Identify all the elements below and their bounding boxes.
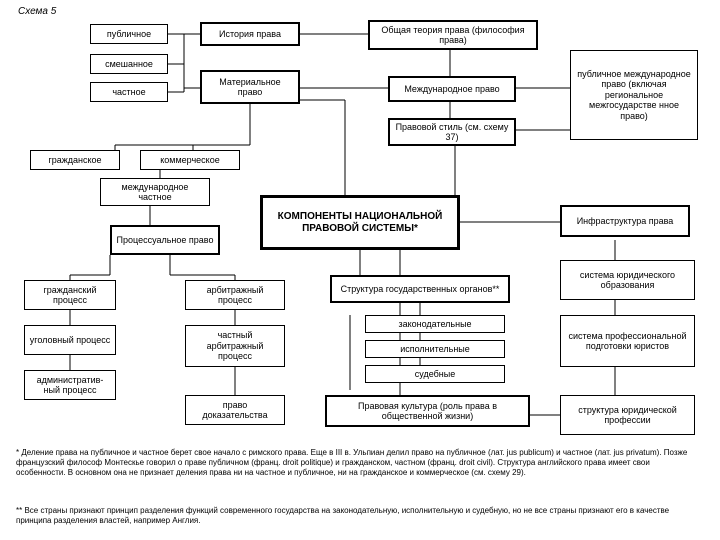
box-pubintl: публичное международное право (включая р… xyxy=(570,50,698,140)
box-struct: Структура государственных органов** xyxy=(330,275,510,303)
box-center: КОМПОНЕНТЫ НАЦИОНАЛЬНОЙ ПРАВОВОЙ СИСТЕМЫ… xyxy=(260,195,460,250)
box-private: частное xyxy=(90,82,168,102)
footnote-2: ** Все страны признают принцип разделени… xyxy=(4,506,712,526)
box-culture: Правовая культура (роль права в обществе… xyxy=(325,395,530,427)
box-civproc: гражданский процесс xyxy=(24,280,116,310)
box-intl: Международное право xyxy=(388,76,516,102)
box-admproc: администрати­в-ный процесс xyxy=(24,370,116,400)
box-procedural: Процессуальное право xyxy=(110,225,220,255)
diagram-title: Схема 5 xyxy=(18,6,56,17)
box-edu: система юридического образования xyxy=(560,260,695,300)
box-executive: исполнительные xyxy=(365,340,505,358)
box-train: система профессиональной подготовки юрис… xyxy=(560,315,695,367)
box-civil: гражданское xyxy=(30,150,120,170)
box-crimproc: уголовный процесс xyxy=(24,325,116,355)
box-judicial: судебные xyxy=(365,365,505,383)
box-legislative: законодательные xyxy=(365,315,505,333)
box-material: Материальное право xyxy=(200,70,300,104)
box-commercial: коммерческое xyxy=(140,150,240,170)
box-intlpriv: международное частное xyxy=(100,178,210,206)
box-history: История права xyxy=(200,22,300,46)
box-theory: Общая теория права (философия права) xyxy=(368,20,538,50)
box-public: публичное xyxy=(90,24,168,44)
box-arbproc: арбитражный процесс xyxy=(185,280,285,310)
footnote-1: * Деление права на публичное и частное б… xyxy=(4,448,712,478)
box-evidence: право доказательства xyxy=(185,395,285,425)
box-mixed: смешанное xyxy=(90,54,168,74)
box-prof: структура юридической профессии xyxy=(560,395,695,435)
box-style: Правовой стиль (см. схему 37) xyxy=(388,118,516,146)
box-infra: Инфраструктура права xyxy=(560,205,690,237)
box-privarb: частный арбитражный процесс xyxy=(185,325,285,367)
